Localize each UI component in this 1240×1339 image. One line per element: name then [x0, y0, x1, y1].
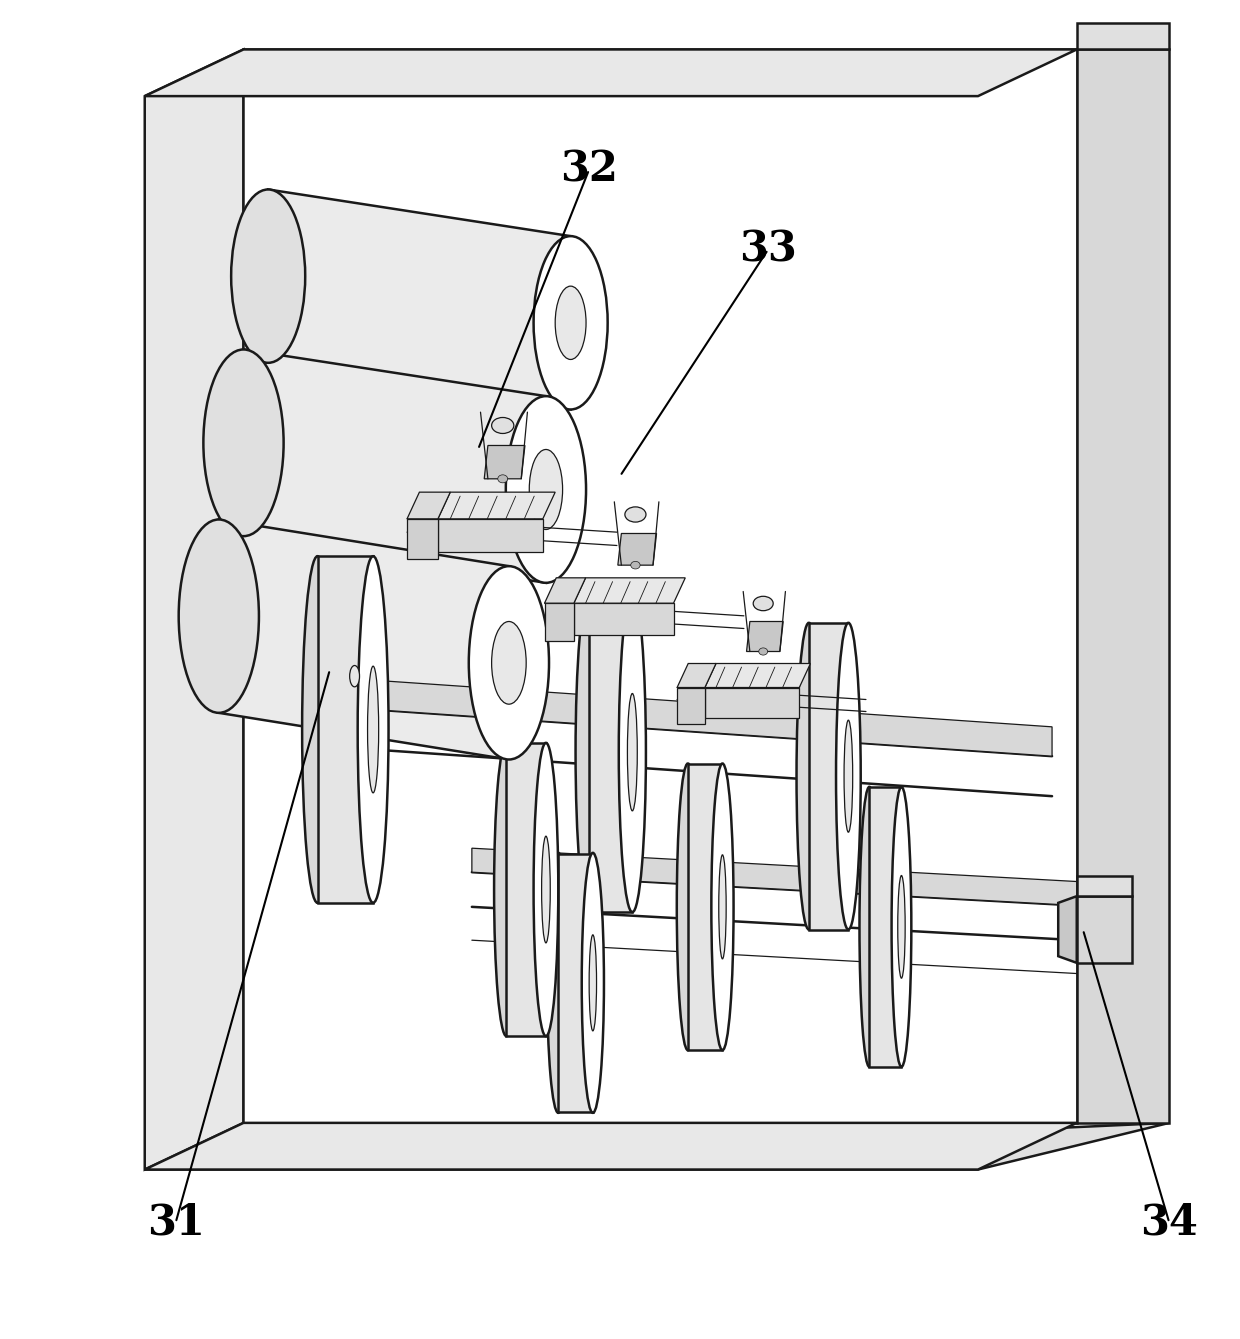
- Polygon shape: [472, 848, 1076, 905]
- Ellipse shape: [547, 853, 569, 1113]
- Polygon shape: [145, 50, 1076, 96]
- Ellipse shape: [494, 743, 518, 1036]
- Polygon shape: [145, 1123, 1076, 1169]
- Text: 33: 33: [739, 229, 797, 270]
- Polygon shape: [808, 623, 848, 929]
- Ellipse shape: [619, 592, 646, 912]
- Polygon shape: [869, 787, 901, 1067]
- Polygon shape: [218, 520, 508, 759]
- Ellipse shape: [753, 596, 774, 611]
- Ellipse shape: [350, 665, 360, 687]
- Polygon shape: [558, 853, 593, 1113]
- Polygon shape: [704, 664, 811, 687]
- Ellipse shape: [469, 566, 549, 759]
- Ellipse shape: [844, 720, 853, 832]
- Ellipse shape: [796, 623, 821, 929]
- Polygon shape: [243, 50, 1076, 1123]
- Polygon shape: [574, 578, 686, 603]
- Ellipse shape: [631, 561, 640, 569]
- Ellipse shape: [533, 743, 558, 1036]
- Ellipse shape: [491, 418, 513, 434]
- Polygon shape: [145, 1123, 1169, 1169]
- Ellipse shape: [859, 787, 879, 1067]
- Ellipse shape: [357, 556, 388, 902]
- Polygon shape: [746, 621, 784, 652]
- Text: 34: 34: [1141, 1202, 1198, 1244]
- Polygon shape: [1076, 896, 1132, 963]
- Ellipse shape: [231, 189, 305, 363]
- Text: 31: 31: [146, 1202, 205, 1244]
- Ellipse shape: [627, 694, 637, 811]
- Ellipse shape: [497, 475, 507, 483]
- Ellipse shape: [575, 592, 603, 912]
- Polygon shape: [407, 493, 450, 518]
- Polygon shape: [373, 680, 1052, 757]
- Ellipse shape: [533, 236, 608, 410]
- Ellipse shape: [556, 287, 587, 359]
- Polygon shape: [1076, 876, 1132, 896]
- Polygon shape: [438, 493, 556, 518]
- Ellipse shape: [712, 763, 734, 1050]
- Polygon shape: [1076, 50, 1169, 1123]
- Polygon shape: [677, 664, 715, 687]
- Ellipse shape: [892, 787, 911, 1067]
- Ellipse shape: [506, 396, 587, 582]
- Polygon shape: [145, 50, 243, 1169]
- Ellipse shape: [303, 556, 334, 902]
- Polygon shape: [704, 687, 800, 718]
- Polygon shape: [688, 765, 723, 1050]
- Ellipse shape: [719, 854, 727, 959]
- Ellipse shape: [836, 623, 861, 929]
- Ellipse shape: [203, 349, 284, 536]
- Polygon shape: [484, 446, 525, 479]
- Ellipse shape: [529, 450, 563, 529]
- Ellipse shape: [589, 935, 596, 1031]
- Polygon shape: [544, 603, 574, 641]
- Polygon shape: [589, 592, 632, 912]
- Polygon shape: [268, 189, 570, 410]
- Polygon shape: [438, 518, 543, 552]
- Ellipse shape: [677, 763, 699, 1050]
- Polygon shape: [506, 743, 546, 1036]
- Polygon shape: [1058, 896, 1076, 963]
- Ellipse shape: [759, 648, 768, 655]
- Polygon shape: [574, 603, 673, 635]
- Polygon shape: [407, 518, 438, 558]
- Ellipse shape: [898, 876, 905, 979]
- Ellipse shape: [625, 507, 646, 522]
- Ellipse shape: [179, 520, 259, 712]
- Ellipse shape: [542, 836, 551, 943]
- Polygon shape: [317, 556, 373, 902]
- Polygon shape: [677, 687, 704, 723]
- Polygon shape: [1076, 23, 1169, 50]
- Ellipse shape: [367, 667, 378, 793]
- Polygon shape: [544, 578, 585, 603]
- Polygon shape: [243, 349, 546, 582]
- Polygon shape: [618, 533, 656, 565]
- Text: 32: 32: [560, 149, 618, 190]
- Ellipse shape: [582, 853, 604, 1113]
- Ellipse shape: [491, 621, 526, 704]
